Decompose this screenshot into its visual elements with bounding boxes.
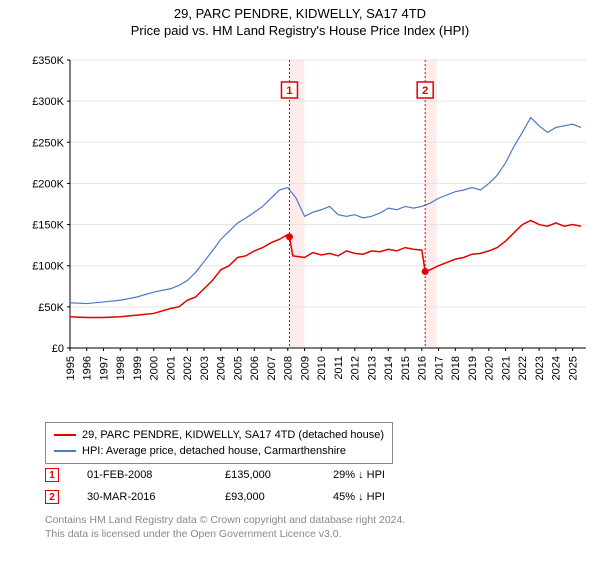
svg-text:£0: £0 [52, 343, 64, 355]
legend: 29, PARC PENDRE, KIDWELLY, SA17 4TD (det… [45, 422, 393, 464]
sale-badge: 2 [45, 490, 59, 504]
svg-text:2022: 2022 [517, 356, 529, 380]
svg-text:£200K: £200K [32, 178, 64, 190]
svg-text:2000: 2000 [149, 356, 161, 380]
sale-row: 1 01-FEB-2008 £135,000 29% ↓ HPI [45, 464, 433, 486]
svg-text:2024: 2024 [551, 356, 563, 380]
sale-date: 01-FEB-2008 [87, 469, 197, 481]
svg-text:2007: 2007 [266, 356, 278, 380]
svg-text:2019: 2019 [467, 356, 479, 380]
svg-text:£100K: £100K [32, 261, 64, 273]
svg-text:1996: 1996 [82, 356, 94, 380]
svg-text:£50K: £50K [38, 302, 64, 314]
chart-area: £0 £50K £100K £150K £200K £250K £300K £350K 1995… [8, 52, 592, 412]
svg-text:2014: 2014 [383, 356, 395, 380]
svg-text:2006: 2006 [249, 356, 261, 380]
svg-text:2012: 2012 [350, 356, 362, 380]
svg-text:1998: 1998 [115, 356, 127, 380]
chart-title-2: Price paid vs. HM Land Registry's House … [0, 23, 600, 38]
svg-text:1995: 1995 [65, 356, 77, 380]
svg-text:2011: 2011 [333, 356, 345, 380]
svg-text:2020: 2020 [484, 356, 496, 380]
svg-text:2005: 2005 [232, 356, 244, 380]
sale-price: £93,000 [225, 491, 305, 503]
svg-text:2010: 2010 [316, 356, 328, 380]
svg-text:2001: 2001 [165, 356, 177, 380]
svg-text:2002: 2002 [182, 356, 194, 380]
footer-line-1: Contains HM Land Registry data © Crown c… [45, 514, 405, 528]
svg-text:£300K: £300K [32, 96, 64, 108]
svg-text:2004: 2004 [216, 356, 228, 380]
svg-text:2003: 2003 [199, 356, 211, 380]
svg-text:1: 1 [286, 85, 292, 97]
chart-title-1: 29, PARC PENDRE, KIDWELLY, SA17 4TD [0, 6, 600, 21]
legend-swatch [54, 450, 76, 452]
svg-text:1999: 1999 [132, 356, 144, 380]
svg-text:2009: 2009 [299, 356, 311, 380]
footer-attribution: Contains HM Land Registry data © Crown c… [45, 514, 405, 541]
svg-text:2021: 2021 [500, 356, 512, 380]
sale-date: 30-MAR-2016 [87, 491, 197, 503]
sale-pct-vs-hpi: 29% ↓ HPI [333, 469, 433, 481]
svg-text:2025: 2025 [567, 356, 579, 380]
sale-badge: 1 [45, 468, 59, 482]
legend-label: 29, PARC PENDRE, KIDWELLY, SA17 4TD (det… [82, 429, 384, 441]
sale-row: 2 30-MAR-2016 £93,000 45% ↓ HPI [45, 486, 433, 508]
sale-price: £135,000 [225, 469, 305, 481]
svg-text:£150K: £150K [32, 220, 64, 232]
sales-table: 1 01-FEB-2008 £135,000 29% ↓ HPI 2 30-MAR-201… [45, 464, 433, 508]
svg-text:1997: 1997 [98, 356, 110, 380]
legend-swatch [54, 434, 76, 436]
svg-text:2: 2 [422, 85, 428, 97]
sale-pct-vs-hpi: 45% ↓ HPI [333, 491, 433, 503]
svg-text:2023: 2023 [534, 356, 546, 380]
svg-text:£250K: £250K [32, 137, 64, 149]
svg-text:2015: 2015 [400, 356, 412, 380]
svg-text:2018: 2018 [450, 356, 462, 380]
footer-line-2: This data is licensed under the Open Gov… [45, 528, 405, 542]
legend-item: 29, PARC PENDRE, KIDWELLY, SA17 4TD (det… [54, 427, 384, 443]
svg-text:2017: 2017 [433, 356, 445, 380]
svg-text:2008: 2008 [283, 356, 295, 380]
legend-label: HPI: Average price, detached house, Carm… [82, 445, 346, 457]
svg-text:2016: 2016 [417, 356, 429, 380]
legend-item: HPI: Average price, detached house, Carm… [54, 443, 384, 459]
svg-text:2013: 2013 [366, 356, 378, 380]
svg-text:£350K: £350K [32, 55, 64, 67]
chart-svg: £0 £50K £100K £150K £200K £250K £300K £350K 1995… [8, 52, 592, 412]
